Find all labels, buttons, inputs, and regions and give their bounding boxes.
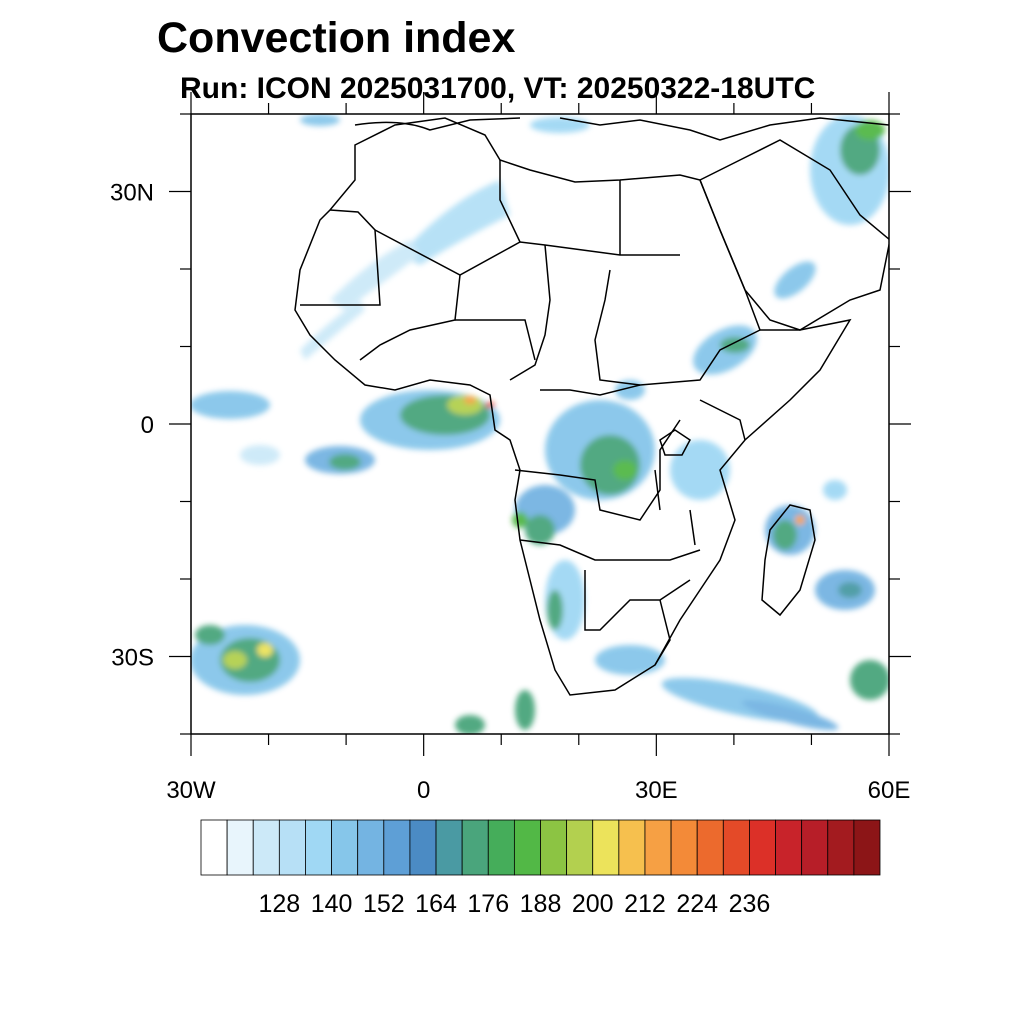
colorbar-label: 200 <box>572 890 614 918</box>
colorbar-swatch <box>696 819 724 876</box>
colorbar-swatch <box>226 819 254 876</box>
lat-tick-label: 0 <box>141 412 154 439</box>
colorbar-label: 164 <box>415 890 457 918</box>
plot-area <box>190 113 890 735</box>
lake-malawi <box>689 509 696 546</box>
colorbar-swatch <box>644 819 672 876</box>
colorbar-swatch <box>670 819 698 876</box>
lon-tick-label: 0 <box>417 777 430 804</box>
colorbar-swatch <box>618 819 646 876</box>
map-subtitle: Run: ICON 2025031700, VT: 20250322-18UTC <box>180 72 816 105</box>
map-title: Convection index <box>157 14 516 62</box>
colorbar-swatch <box>827 819 855 876</box>
colorbar-swatch <box>540 819 568 876</box>
lon-tick-label: 30W <box>166 777 216 804</box>
lat-tick-label: 30S <box>111 645 154 672</box>
border <box>499 160 521 243</box>
border <box>514 419 681 521</box>
border <box>594 269 761 386</box>
border <box>699 399 746 441</box>
border <box>509 244 551 381</box>
colorbar-label: 152 <box>363 890 405 918</box>
border <box>300 209 381 306</box>
colorbar-label: 176 <box>467 890 509 918</box>
colorbar-swatch <box>252 819 280 876</box>
colorbar: 128 140 152 164 176 188 200 212 224 236 <box>200 819 881 918</box>
colorbar-swatch <box>357 819 385 876</box>
colorbar-swatch <box>592 819 620 876</box>
lon-tick-label: 60E <box>868 777 911 804</box>
border <box>654 599 671 666</box>
colorbar-label: 224 <box>676 890 718 918</box>
lat-tick-label: 30N <box>110 180 154 207</box>
border <box>519 539 701 561</box>
colorbar-swatch <box>278 819 306 876</box>
colorbar-swatch <box>749 819 776 876</box>
axes: 30W 0 30E 60E 30N 0 30S <box>110 92 911 804</box>
colorbar-swatch <box>331 819 359 876</box>
border <box>359 274 461 361</box>
colorbar-swatch <box>487 819 515 876</box>
coastlines <box>294 117 889 696</box>
colorbar-swatch <box>513 819 541 876</box>
border <box>374 229 680 276</box>
colorbar-swatch <box>722 819 750 876</box>
lon-tick-label: 30E <box>635 777 678 804</box>
colorbar-swatch <box>801 819 829 876</box>
colorbar-swatch <box>566 819 594 876</box>
border <box>540 384 641 396</box>
colorbar-swatch <box>775 819 803 876</box>
ocean-background <box>191 114 889 734</box>
convection-field <box>191 114 889 734</box>
colorbar-swatch <box>435 819 463 876</box>
colorbar-label: 140 <box>311 890 353 918</box>
colorbar-label: 212 <box>624 890 666 918</box>
colorbar-label: 188 <box>520 890 562 918</box>
madagascar-coastline <box>761 504 816 617</box>
border <box>584 570 691 631</box>
colorbar-swatch <box>853 819 881 876</box>
colorbar-swatch <box>461 819 489 876</box>
colorbar-label: 128 <box>258 890 300 918</box>
lake-tanganyika <box>654 469 661 511</box>
colorbar-swatch <box>409 819 437 876</box>
arabia-coastline <box>699 139 889 331</box>
lake-victoria <box>659 429 691 456</box>
border <box>455 319 536 361</box>
colorbar-swatch <box>305 819 332 876</box>
colorbar-swatch <box>200 819 228 876</box>
colorbar-label: 236 <box>729 890 771 918</box>
europe-coast <box>354 117 521 131</box>
colorbar-swatch <box>383 819 411 876</box>
europe-coast-east <box>559 117 889 141</box>
